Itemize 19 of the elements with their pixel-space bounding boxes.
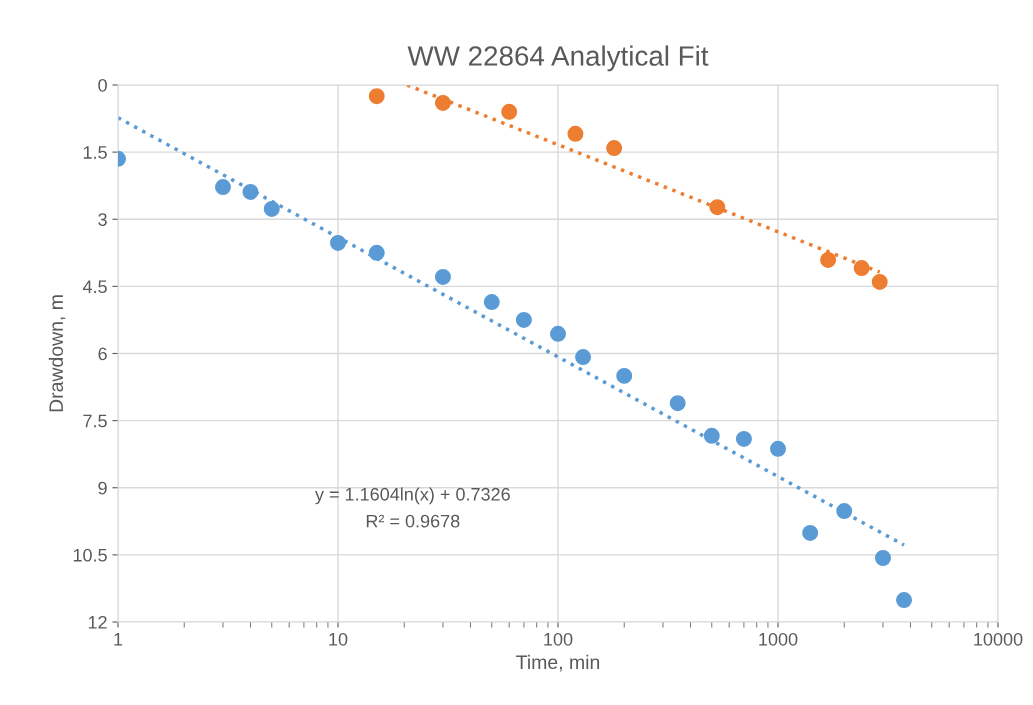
y-tick-label: 0 xyxy=(98,78,107,92)
y-axis-title: Drawdown, m xyxy=(48,295,66,412)
y-tick-label: 7.5 xyxy=(83,414,107,428)
x-tick-label: 1 xyxy=(114,633,123,646)
y-tick-label: 12 xyxy=(88,615,107,629)
x-tick-label: 10 xyxy=(329,632,348,646)
y-tick-label: 4.5 xyxy=(82,280,107,294)
x-tick-label: 100 xyxy=(544,632,573,646)
x-axis-title: Time, min xyxy=(516,654,600,672)
chart-title: WW 22864 Analytical Fit xyxy=(407,45,709,72)
y-tick-label: 3 xyxy=(98,213,107,226)
x-tick-label: 10000 xyxy=(974,632,1023,646)
y-tick-label: 9 xyxy=(98,481,107,495)
annotation: y = 1.1604ln(x) + 0.7326 xyxy=(314,487,510,505)
y-tick-label: 6 xyxy=(98,347,107,361)
annotation: R² = 0.9678 xyxy=(366,514,460,528)
x-tick-label: 1000 xyxy=(759,632,798,646)
y-tick-label: 10.5 xyxy=(73,548,107,562)
y-tick-label: 1.5 xyxy=(83,146,107,159)
